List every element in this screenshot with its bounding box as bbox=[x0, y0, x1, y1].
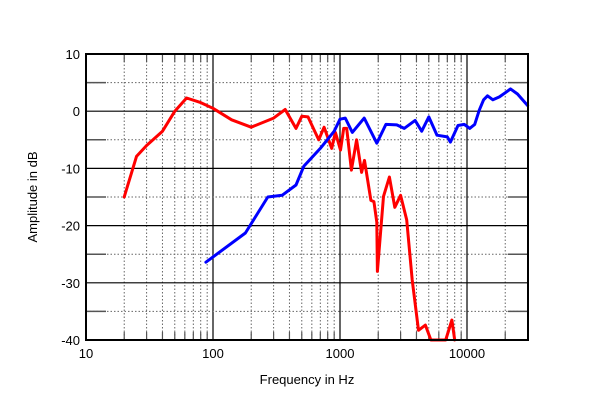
x-axis-label: Frequency in Hz bbox=[260, 372, 355, 387]
x-axis-tick-labels: 10 100 1000 10000 bbox=[79, 346, 485, 361]
x-tick-label: 10000 bbox=[449, 346, 485, 361]
x-tick-label: 100 bbox=[202, 346, 224, 361]
red-response-curve bbox=[122, 96, 457, 342]
y-tick-label: -10 bbox=[61, 161, 80, 176]
y-axis-label: Amplitude in dB bbox=[25, 151, 40, 242]
y-tick-label: -20 bbox=[61, 219, 80, 234]
plot-frame bbox=[85, 53, 529, 341]
y-tick-label: 0 bbox=[73, 104, 80, 119]
x-tick-label: 10 bbox=[79, 346, 93, 361]
y-axis-tick-labels: 10 0 -10 -20 -30 -40 bbox=[61, 47, 80, 348]
y-tick-label: -30 bbox=[61, 276, 80, 291]
grid bbox=[86, 54, 529, 340]
x-tick-label: 1000 bbox=[326, 346, 355, 361]
y-tick-label: -40 bbox=[61, 333, 80, 348]
data-series bbox=[122, 87, 530, 342]
y-tick-label: 10 bbox=[66, 47, 80, 62]
blue-response-curve bbox=[204, 87, 530, 264]
